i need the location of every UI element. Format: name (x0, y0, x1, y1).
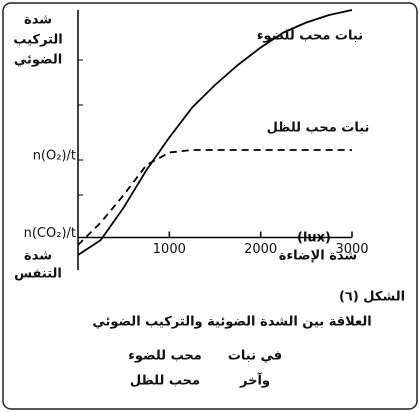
y-label: التركيب (13, 33, 62, 48)
caption-label: الشكل (٦) (339, 290, 405, 305)
caption-text: العلاقة بين الشدة الضوئية والتركيب الضوئ… (92, 315, 371, 330)
curve-label: نبات محب للضوء (257, 29, 363, 44)
y-label-negative: شدة (24, 249, 52, 264)
y-label: شدة (24, 13, 52, 28)
caption-row: محب للضوء (128, 349, 202, 364)
x-tick-label: 3000 (335, 242, 368, 257)
x-tick-label: 2000 (244, 242, 277, 257)
curve-label: نبات محب للظل (267, 121, 370, 136)
y-tick-label: n(O₂)/t (33, 149, 76, 164)
caption-row: في نبات (228, 349, 282, 364)
curve (77, 9, 353, 256)
y-label: الضوئي (14, 53, 62, 68)
caption-row: محب للظل (130, 374, 200, 389)
caption-row: وآخر (239, 372, 270, 389)
x-label: شدة الإضاءة (279, 249, 357, 264)
curve (77, 149, 352, 246)
y-tick-label: n(CO₂)/t (24, 226, 76, 241)
y-label-negative: التنفس (14, 267, 62, 282)
x-tick-label: 1000 (153, 242, 186, 257)
